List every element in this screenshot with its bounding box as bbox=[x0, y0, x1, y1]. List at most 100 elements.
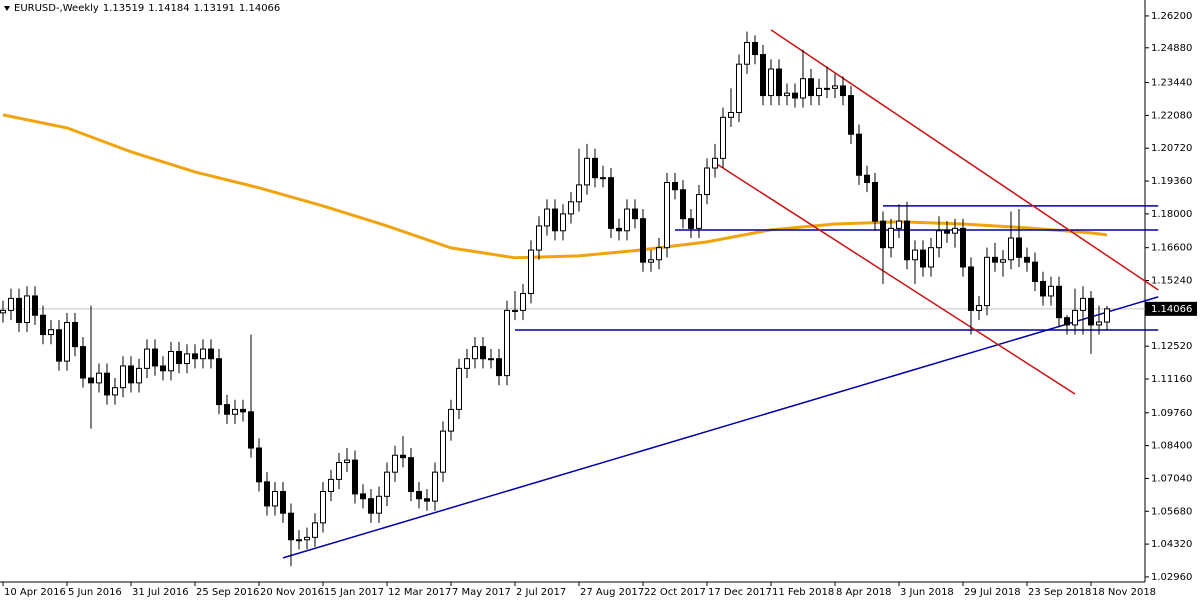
candle-body bbox=[56, 329, 62, 362]
x-tick-label: 18 Nov 2018 bbox=[1092, 587, 1156, 598]
ohlc-low: 1.13191 bbox=[193, 3, 235, 14]
candle-body bbox=[1000, 259, 1006, 263]
candle-body bbox=[800, 78, 806, 99]
candle-body bbox=[936, 230, 942, 249]
y-tick-label: 1.16600 bbox=[1151, 243, 1192, 254]
candle-body bbox=[856, 133, 862, 176]
trend-line bbox=[282, 296, 1159, 559]
candle-body bbox=[872, 181, 878, 222]
y-tick-label: 1.05680 bbox=[1151, 506, 1192, 517]
candle-body bbox=[16, 297, 22, 324]
candle-body bbox=[488, 358, 494, 361]
y-tick-label: 1.09760 bbox=[1151, 408, 1192, 419]
candle-body bbox=[48, 329, 54, 336]
y-tick-label: 1.08400 bbox=[1151, 441, 1192, 452]
candle-body bbox=[320, 490, 326, 524]
trend-line bbox=[770, 29, 1159, 291]
x-tick-label: 25 Sep 2016 bbox=[196, 587, 259, 598]
candle-body bbox=[384, 471, 390, 497]
candle-body bbox=[544, 208, 550, 227]
candle-body bbox=[712, 157, 718, 169]
candle-body bbox=[976, 305, 982, 311]
candle-body bbox=[224, 404, 230, 415]
candle-body bbox=[1016, 237, 1022, 258]
candle-body bbox=[0, 309, 6, 314]
candle-body bbox=[1048, 285, 1054, 297]
x-tick-label: 31 Jul 2016 bbox=[132, 587, 189, 598]
x-tick-label: 20 Nov 2016 bbox=[260, 587, 324, 598]
candle-body bbox=[680, 189, 686, 220]
y-tick-label: 1.12520 bbox=[1151, 341, 1192, 352]
candle-body bbox=[312, 522, 318, 538]
price-label: 1.14066 bbox=[1151, 304, 1192, 315]
candle-body bbox=[256, 447, 262, 483]
candle-body bbox=[128, 365, 134, 384]
candle-body bbox=[432, 471, 438, 502]
candle-body bbox=[960, 227, 966, 268]
y-tick-label: 1.22080 bbox=[1151, 110, 1192, 121]
candle-body bbox=[1064, 317, 1070, 326]
candle-body bbox=[744, 41, 750, 65]
candle-body bbox=[944, 230, 950, 234]
candle-body bbox=[1008, 237, 1014, 261]
candle-body bbox=[1096, 321, 1102, 326]
chart-header: EURUSD-,Weekly 1.13519 1.14184 1.13191 1.140… bbox=[14, 3, 284, 14]
trend-line bbox=[714, 162, 1076, 395]
candle-body bbox=[176, 350, 182, 365]
candle-body bbox=[40, 314, 46, 336]
candle-body bbox=[528, 249, 534, 295]
candle-body bbox=[440, 430, 446, 473]
candle-body bbox=[808, 78, 814, 97]
x-tick-label: 27 Aug 2017 bbox=[580, 587, 644, 598]
candle-body bbox=[688, 218, 694, 229]
candle-body bbox=[368, 498, 374, 514]
candle-body bbox=[536, 225, 542, 251]
candle-body bbox=[160, 365, 166, 372]
candle-body bbox=[272, 490, 278, 507]
candle-body bbox=[832, 85, 838, 89]
candle-body bbox=[760, 54, 766, 97]
candle-body bbox=[664, 181, 670, 249]
candle-body bbox=[208, 348, 214, 360]
candle-body bbox=[72, 322, 78, 348]
candle-body bbox=[1072, 309, 1078, 326]
candle-body bbox=[824, 87, 830, 90]
candle-body bbox=[552, 208, 558, 232]
candle-body bbox=[464, 358, 470, 369]
candle-body bbox=[640, 218, 646, 263]
candle-body bbox=[336, 462, 342, 480]
candle-body bbox=[512, 309, 518, 312]
candle-body bbox=[416, 490, 422, 500]
y-tick-label: 1.15240 bbox=[1151, 275, 1192, 286]
candle-body bbox=[560, 213, 566, 232]
candle-body bbox=[624, 208, 630, 232]
candle-body bbox=[104, 372, 110, 396]
candle-body bbox=[784, 92, 790, 97]
x-tick-label: 3 Jun 2018 bbox=[900, 587, 954, 598]
candle-body bbox=[648, 259, 654, 263]
candle-body bbox=[736, 63, 742, 113]
y-tick-label: 1.24880 bbox=[1151, 43, 1192, 54]
candle-body bbox=[992, 256, 998, 263]
candle-body bbox=[424, 498, 430, 502]
candle-body bbox=[392, 454, 398, 473]
x-tick-label: 11 Feb 2018 bbox=[772, 587, 834, 598]
x-tick-label: 17 Dec 2017 bbox=[708, 587, 772, 598]
y-tick-label: 1.02960 bbox=[1151, 572, 1192, 583]
x-tick-label: 29 Jul 2018 bbox=[964, 587, 1021, 598]
candle-body bbox=[96, 372, 102, 384]
candle-body bbox=[928, 247, 934, 268]
candle-body bbox=[600, 177, 606, 180]
candle-body bbox=[144, 348, 150, 369]
candle-body bbox=[912, 249, 918, 261]
y-tick-label: 1.19360 bbox=[1151, 176, 1192, 187]
candle-body bbox=[816, 87, 822, 97]
x-tick-label: 22 Oct 2017 bbox=[644, 587, 706, 598]
x-tick-label: 23 Sep 2018 bbox=[1028, 587, 1091, 598]
candle-body bbox=[376, 495, 382, 514]
candle-body bbox=[328, 478, 334, 492]
candle-body bbox=[64, 322, 70, 362]
candle-body bbox=[968, 266, 974, 311]
candle-body bbox=[264, 481, 270, 507]
